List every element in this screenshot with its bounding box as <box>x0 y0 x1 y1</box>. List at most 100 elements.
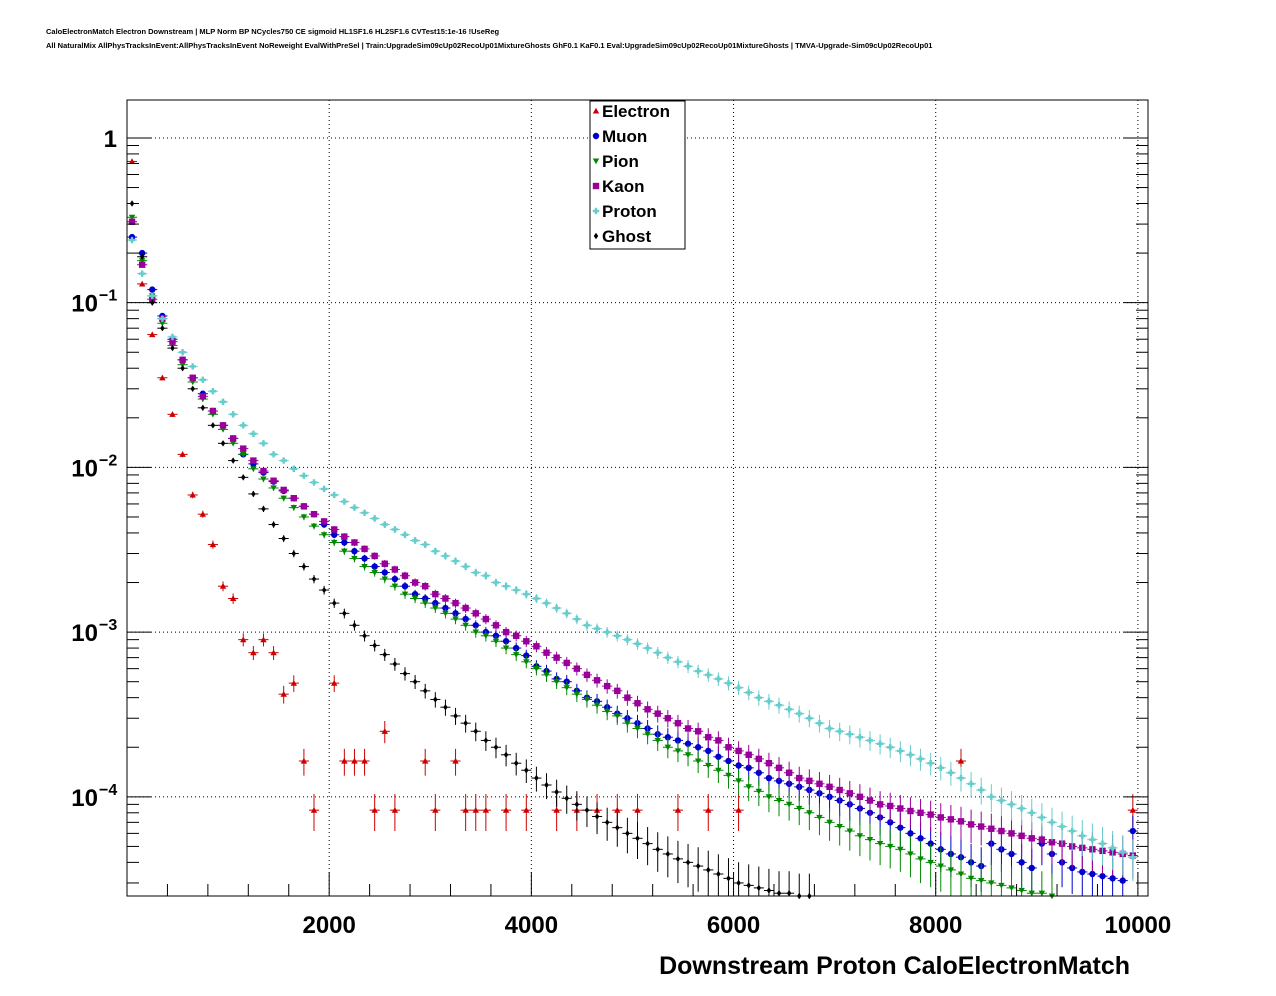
data-point <box>978 786 985 794</box>
data-point <box>503 751 509 758</box>
data-point <box>614 806 621 813</box>
data-point <box>1028 835 1035 842</box>
y-tick-exponent: −2 <box>99 452 117 469</box>
data-point <box>583 696 591 703</box>
data-point <box>765 760 773 767</box>
data-point <box>280 457 287 464</box>
data-point <box>573 615 581 623</box>
data-point <box>998 797 1005 804</box>
data-point <box>907 830 914 837</box>
data-point <box>726 875 731 882</box>
data-point <box>947 816 955 823</box>
x-tick-label: 4000 <box>505 912 558 939</box>
data-point <box>1089 836 1096 843</box>
data-point <box>876 801 884 808</box>
data-point <box>150 299 155 306</box>
data-point <box>615 824 620 831</box>
data-point <box>1018 859 1025 866</box>
data-point <box>684 740 692 747</box>
data-point <box>957 757 965 764</box>
data-point <box>381 560 388 567</box>
series-proton <box>127 236 1138 882</box>
data-point <box>735 762 742 769</box>
data-point <box>169 333 176 341</box>
data-point <box>381 521 388 528</box>
data-point <box>674 658 682 666</box>
data-point <box>1099 872 1106 880</box>
data-point <box>614 713 621 720</box>
data-point <box>644 644 651 652</box>
data-point <box>219 582 227 589</box>
data-point <box>502 628 510 636</box>
data-point <box>826 783 833 791</box>
data-point <box>169 411 176 417</box>
data-point <box>1048 819 1056 826</box>
data-point <box>523 652 530 659</box>
data-point <box>1068 827 1076 835</box>
data-point <box>180 365 185 372</box>
data-point <box>674 719 682 727</box>
data-point <box>765 774 773 782</box>
data-point <box>675 855 681 863</box>
data-point <box>1038 814 1046 821</box>
data-point <box>512 632 520 639</box>
data-point <box>411 537 419 544</box>
data-point <box>138 258 146 264</box>
data-point <box>716 870 721 878</box>
data-point <box>1008 830 1015 837</box>
data-point <box>492 632 500 639</box>
data-point <box>331 599 337 607</box>
data-point <box>401 572 409 579</box>
legend-marker-proton <box>592 207 600 215</box>
data-point <box>280 486 287 494</box>
data-point <box>907 807 914 815</box>
data-point <box>351 555 358 562</box>
data-point <box>866 837 874 843</box>
data-point <box>482 633 490 639</box>
data-point <box>138 261 146 268</box>
data-point <box>411 595 419 602</box>
data-point <box>361 545 368 553</box>
data-point <box>512 644 520 652</box>
data-point <box>725 744 732 751</box>
data-point <box>523 638 530 645</box>
data-point <box>199 393 207 400</box>
data-point <box>978 878 985 884</box>
data-point <box>564 795 569 802</box>
data-point <box>836 728 843 735</box>
x-tick-label: 2000 <box>302 912 355 939</box>
data-point <box>209 407 217 415</box>
data-point <box>170 344 175 352</box>
legend-label-ghost: Ghost <box>602 227 651 246</box>
data-point <box>452 557 459 565</box>
data-point <box>1038 890 1046 897</box>
data-point <box>392 660 398 668</box>
data-point <box>856 793 864 801</box>
data-point <box>957 871 965 878</box>
series-ghost <box>127 200 815 900</box>
data-point <box>452 610 459 617</box>
data-point <box>310 479 318 486</box>
data-point <box>1018 832 1025 839</box>
data-point <box>271 521 276 528</box>
data-point <box>432 605 439 612</box>
data-points-layer <box>127 158 1138 900</box>
legend-marker-electron <box>592 107 600 114</box>
data-point <box>634 806 641 813</box>
data-point <box>472 806 479 813</box>
data-point <box>725 772 732 779</box>
data-point <box>1048 839 1056 846</box>
data-point <box>563 610 570 617</box>
data-point <box>866 737 874 744</box>
data-point <box>705 747 712 755</box>
data-point <box>128 158 136 165</box>
data-point <box>290 465 297 473</box>
data-point <box>524 767 529 774</box>
data-point <box>604 819 610 826</box>
data-point <box>411 579 419 586</box>
data-point <box>684 663 692 670</box>
data-point <box>290 505 297 511</box>
data-point <box>422 582 429 590</box>
data-point <box>765 794 773 801</box>
data-point <box>846 790 853 797</box>
